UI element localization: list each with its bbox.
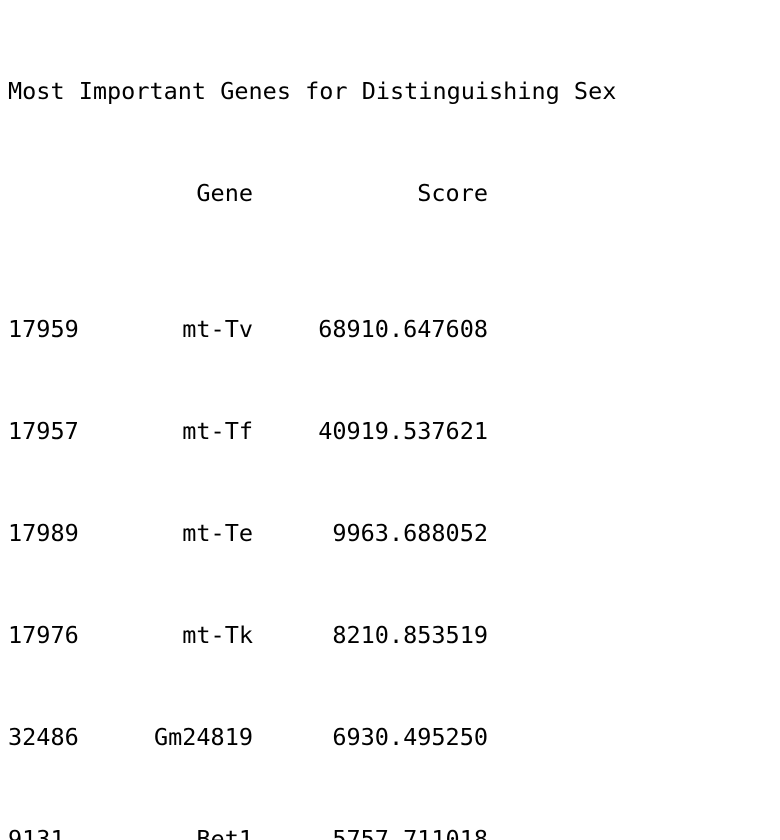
score-cell: 8210.853519 [332, 621, 488, 649]
table-row: 17976 mt-Tk 8210.853519 [8, 618, 616, 652]
gene-cell: mt-Tf [182, 417, 253, 445]
index-header [8, 176, 123, 210]
row-index: 9131 [8, 825, 65, 840]
gene-column-header: Gene [196, 179, 253, 207]
row-index: 32486 [8, 723, 79, 751]
output-cell: Most Important Genes for Distinguishing … [8, 6, 616, 840]
score-column-header: Score [417, 179, 488, 207]
table-header-row: Gene Score [8, 176, 616, 210]
table-row: 17989 mt-Te 9963.688052 [8, 516, 616, 550]
table-title: Most Important Genes for Distinguishing … [8, 77, 617, 105]
gene-cell: mt-Tv [182, 315, 253, 343]
table-row: 17959 mt-Tv 68910.647608 [8, 312, 616, 346]
gene-cell: Gm24819 [153, 723, 253, 751]
row-index: 17989 [8, 519, 79, 547]
score-cell: 5757.711018 [332, 825, 488, 840]
score-cell: 9963.688052 [332, 519, 488, 547]
score-cell: 6930.495250 [332, 723, 488, 751]
row-index: 17959 [8, 315, 79, 343]
score-cell: 68910.647608 [318, 315, 488, 343]
gene-cell: Bet1 [196, 825, 253, 840]
table-row: 9131 Bet1 5757.711018 [8, 822, 616, 840]
score-cell: 40919.537621 [318, 417, 488, 445]
gene-cell: mt-Tk [182, 621, 253, 649]
table-row: 32486 Gm24819 6930.495250 [8, 720, 616, 754]
row-index: 17957 [8, 417, 79, 445]
table-row: 17957 mt-Tf 40919.537621 [8, 414, 616, 448]
gene-cell: mt-Te [182, 519, 253, 547]
row-index: 17976 [8, 621, 79, 649]
